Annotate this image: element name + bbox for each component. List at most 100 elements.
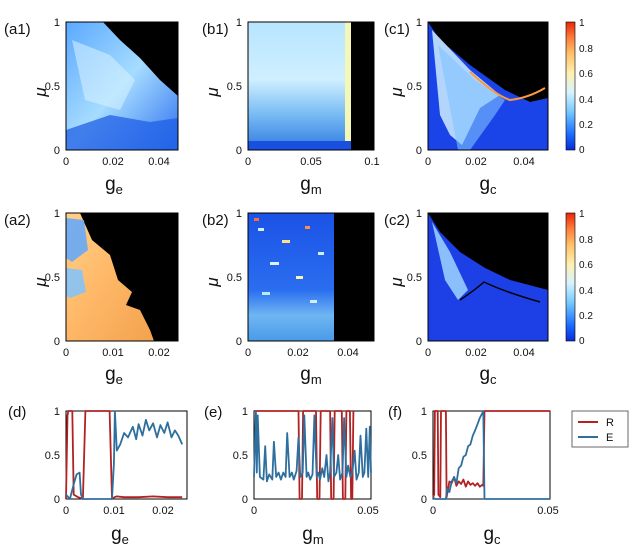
a2-x-axis-label: ge [105,364,123,387]
f-ytick-0: 0 [421,494,427,506]
a2-blue-patch-top [66,218,88,262]
b1-panel-label: (b1) [202,21,229,38]
b2-axes-frame [247,212,375,342]
a1-heatmap-region-dark [66,115,178,150]
panel-b2: (b2) μ 1 0.5 0 0 0.02 0.04 gm [202,208,375,387]
c2-axes-frame [427,212,549,342]
c1-ytick-0-5: 0.5 [407,81,422,93]
panel-b1: (b1) μ 1 0.5 0 0 0.05 0.1 gm [202,17,380,197]
a1-y-axis-label: μ [31,87,50,98]
e-series-e-line [253,410,372,483]
c1-xtick-2: 0.04 [513,156,534,168]
b2-panel-label: (b2) [202,212,229,229]
d-series-e-line [65,410,184,500]
c2-ytick-1: 1 [416,208,422,220]
e-x-axis-label: gm [302,524,323,547]
b2-xtick-0: 0 [245,347,251,359]
b1-ytick-1: 1 [236,17,242,29]
b2-speckle-7 [262,292,270,295]
a1-xtick-2: 0.04 [148,156,169,168]
panel-c2: (c2) μ 1 0.5 0 0 0.02 0.04 gc [384,208,549,387]
a1-x-axis-label: ge [105,174,123,197]
d-series-r-line [65,410,183,500]
c1-ytick-0: 0 [416,145,422,157]
b2-speckle-9 [254,218,259,221]
colorbar-top-tick-0-8: 0.8 [579,44,593,55]
d-ytick-0: 0 [54,494,60,506]
f-series-e-line [432,410,550,500]
b1-xtick-1: 0.05 [300,156,321,168]
f-series-r-line [432,410,550,499]
d-x-axis-label: ge [111,524,129,547]
b2-speckle-2 [282,240,290,243]
d-panel-label: (d) [8,404,26,421]
b2-speckle-6 [318,252,324,255]
panel-d: (d) 1 0.5 0 0 0.01 0.02 ge [8,404,188,547]
c1-panel-label: (c1) [384,21,410,38]
colorbar-top-tick-0: 0 [579,145,585,156]
c1-boundary-curve [469,71,546,102]
b2-x-axis-label: gm [300,364,321,387]
c2-panel-label: (c2) [384,212,410,229]
a1-axes-frame [65,21,179,151]
b2-y-axis-label: μ [203,277,222,288]
b2-speckle-8 [310,300,317,303]
b2-xtick-1: 0.02 [287,347,308,359]
b2-speckle-3 [305,226,310,229]
a2-xtick-0: 0 [63,347,69,359]
b1-y-axis-label: μ [203,87,222,98]
c2-y-axis-label: μ [387,277,406,288]
c1-xtick-1: 0.02 [465,156,486,168]
legend-box [571,410,629,448]
d-xtick-1: 0.01 [103,505,124,517]
colorbar-top: 1 0.8 0.6 0.4 0.2 0 [565,18,593,156]
c2-x-axis-label: gc [479,364,497,387]
b2-ytick-1: 1 [236,208,242,220]
b2-ytick-0: 0 [236,336,242,348]
e-ytick-1: 1 [242,406,248,418]
c2-boundary-curve [459,281,541,303]
e-series-layer [253,410,372,500]
c2-heatmap-region [428,213,548,341]
colorbar-bottom-tick-0-8: 0.8 [579,235,593,246]
a2-xtick-2: 0.02 [148,347,169,359]
a2-ytick-0: 0 [54,336,60,348]
e-panel-label: (e) [204,404,222,421]
f-panel-label: (f) [388,404,402,421]
legend-label-r: R [606,417,614,429]
f-ytick-1: 1 [421,406,427,418]
a2-panel-label: (a2) [4,212,31,229]
a2-axes-frame [65,212,179,342]
b1-x-axis-label: gm [300,174,321,197]
a2-blue-patch-mid [66,268,86,298]
d-ytick-0-5: 0.5 [45,450,60,462]
panel-c1: (c1) μ 1 0.5 0 0 0.02 0.04 gc [384,17,549,197]
panel-f: (f) 1 0.5 0 0 0.05 gc [388,404,559,547]
d-series-layer [65,410,184,500]
b1-bottom-band [248,141,351,150]
panel-a2: (a2) μ 1 0.5 0 0 0.01 0.02 ge [4,208,179,387]
c2-xtick-0: 0 [425,347,431,359]
colorbar-bottom: 1 0.8 0.6 0.4 0.2 0 [565,209,593,347]
b2-speckle-4 [270,262,279,265]
legend: R E [571,410,629,448]
f-xtick-1: 0.05 [537,505,558,517]
a2-y-axis-label: μ [31,277,50,288]
a2-ytick-0-5: 0.5 [45,272,60,284]
b1-xtick-2: 0.1 [364,156,379,168]
b2-speckle-1 [258,228,264,231]
a1-ytick-1: 1 [54,17,60,29]
c1-wedge-mid [438,45,505,150]
colorbar-top-tick-0-6: 0.6 [579,69,593,80]
colorbar-bottom-tick-0-6: 0.6 [579,260,593,271]
b1-xtick-0: 0 [245,156,251,168]
d-xtick-0: 0 [63,505,69,517]
b1-edge-strip [345,22,351,150]
c1-y-axis-label: μ [387,87,406,98]
d-ytick-1: 1 [54,406,60,418]
colorbar-top-tick-1: 1 [579,18,585,29]
b2-xtick-2: 0.04 [337,347,358,359]
c2-wedge-light [432,222,468,300]
c1-axes-frame [427,21,549,151]
